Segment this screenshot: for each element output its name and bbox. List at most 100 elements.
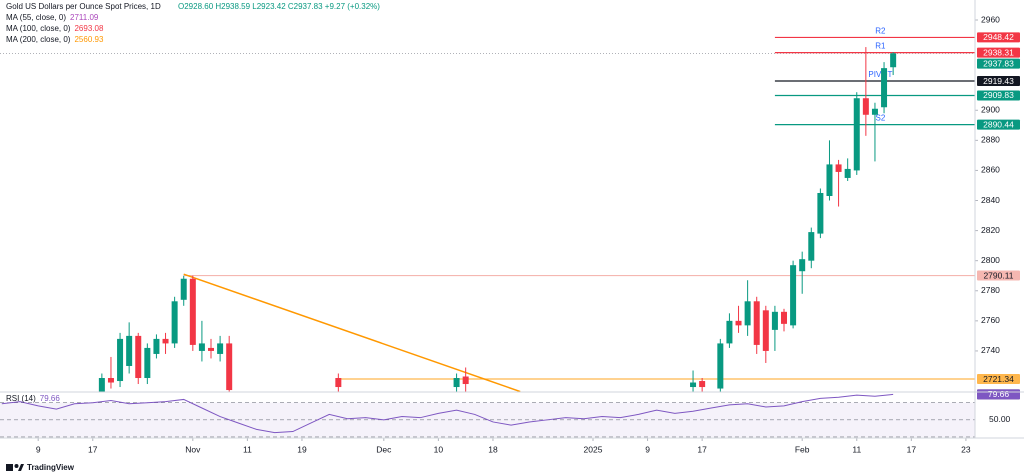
- y-tick-label: 2880: [981, 135, 1000, 145]
- x-tick-label: 17: [88, 444, 98, 454]
- rsi-value: 79.66: [40, 394, 61, 403]
- pivot-label: PIVOT: [868, 70, 892, 79]
- candle-body: [771, 311, 778, 330]
- logo-dot: [14, 464, 19, 468]
- candle-body: [690, 382, 697, 388]
- price-badge: [977, 270, 1020, 281]
- axes: 2740 2760 2780 2800 2820 2840 2860 2880 2900 2960…: [36, 14, 1011, 454]
- price-badge-label: 2909.83: [983, 90, 1014, 100]
- logo-mark: [6, 464, 13, 471]
- candle-body: [208, 347, 215, 351]
- price-badge: [977, 374, 1020, 385]
- candle-body: [135, 335, 142, 379]
- candle-body: [826, 164, 833, 196]
- indicator-name: MA (100, close, 0): [6, 24, 71, 33]
- candle-body: [799, 259, 806, 272]
- legend: Gold US Dollars per Ounce Spot Prices, 1…: [6, 2, 380, 44]
- candle-body: [844, 168, 851, 178]
- candle-body: [153, 338, 160, 354]
- x-tick-label: 17: [697, 444, 707, 454]
- candle-body: [781, 311, 788, 324]
- price-badge: [977, 47, 1020, 58]
- x-tick-label: 18: [488, 444, 498, 454]
- price-badge: [977, 58, 1020, 69]
- x-tick-label: Dec: [376, 444, 392, 454]
- price-badge-label: 2948.42: [983, 32, 1014, 42]
- price-pane: R2 R1 PIVOT S2: [0, 27, 975, 392]
- candle-body: [853, 98, 860, 171]
- candle-body: [817, 192, 824, 234]
- price-badge-label: 2937.83: [983, 58, 1014, 68]
- rsi-tick-label: 50.00: [989, 414, 1011, 424]
- watermark-text: TradingView: [27, 463, 75, 472]
- indicator-value: 2693.08: [74, 24, 103, 33]
- y-tick-label: 2780: [981, 285, 1000, 295]
- price-badge: [977, 32, 1020, 43]
- candle-body: [144, 347, 151, 379]
- trendline: [183, 273, 521, 392]
- candle-body: [189, 278, 196, 345]
- indicator-value: 2711.09: [70, 13, 99, 22]
- rsi-pane: RSI (14) 79.66: [0, 393, 975, 438]
- price-badge-label: 2938.31: [983, 47, 1014, 57]
- y-tick-label: 2900: [981, 105, 1000, 115]
- y-tick-label: 2740: [981, 345, 1000, 355]
- candle-body: [762, 310, 769, 351]
- candle-body: [98, 378, 105, 392]
- price-badge-label: 2919.43: [983, 76, 1014, 86]
- candle-body: [117, 338, 124, 382]
- candle-body: [180, 278, 187, 300]
- indicator-name: MA (200, close, 0): [6, 35, 71, 44]
- pivot-label: R2: [875, 27, 886, 36]
- candle-body: [217, 343, 224, 354]
- candle-body: [744, 301, 751, 326]
- x-tick-label: 23: [961, 444, 971, 454]
- candle-body: [871, 108, 878, 115]
- candle-body: [735, 320, 742, 326]
- y-tick-label: 2820: [981, 225, 1000, 235]
- price-badge-label: 2721.34: [983, 374, 1014, 384]
- candle-body: [790, 265, 797, 326]
- candle-body: [107, 378, 114, 383]
- price-badge: [977, 119, 1020, 130]
- x-tick-label: Feb: [795, 444, 810, 454]
- candle-body: [862, 98, 869, 115]
- rsi-line: [1, 393, 894, 434]
- logo-slash: [18, 464, 24, 471]
- candle-body: [226, 343, 233, 391]
- x-tick-label: 19: [297, 444, 307, 454]
- candle-body: [126, 335, 133, 366]
- watermark: TradingView: [6, 463, 75, 472]
- candle-body: [453, 378, 460, 388]
- candle-body: [808, 232, 815, 261]
- y-tick-label: 2960: [981, 14, 1000, 24]
- x-tick-label: 9: [645, 444, 650, 454]
- candle-body: [162, 338, 169, 344]
- candle-body: [726, 320, 733, 344]
- price-badge-label: 2890.44: [983, 119, 1014, 129]
- x-tick-label: 9: [36, 444, 41, 454]
- ohlc-values: O2928.60 H2938.59 L2923.42 C2937.83 +9.2…: [178, 2, 380, 11]
- x-tick-label: 2025: [584, 444, 603, 454]
- y-tick-label: 2760: [981, 315, 1000, 325]
- x-tick-label: Nov: [185, 444, 201, 454]
- candle-body: [699, 381, 706, 388]
- candle-body: [881, 68, 888, 108]
- pivot-label: R1: [875, 42, 886, 51]
- price-badge: [977, 76, 1020, 87]
- candle-body: [462, 376, 469, 385]
- x-tick-label: 11: [852, 444, 861, 454]
- candle-body: [335, 378, 342, 388]
- indicator-value: 2560.93: [74, 35, 103, 44]
- price-badge: [977, 90, 1020, 101]
- candle-body: [717, 343, 724, 389]
- x-tick-label: 10: [434, 444, 444, 454]
- y-tick-label: 2860: [981, 165, 1000, 175]
- candle-body: [198, 343, 205, 351]
- price-badge-label: 2790.11: [983, 270, 1013, 280]
- candle-body: [835, 164, 842, 172]
- x-tick-label: 11: [243, 444, 252, 454]
- rsi-badge-label: 79.66: [988, 389, 1010, 399]
